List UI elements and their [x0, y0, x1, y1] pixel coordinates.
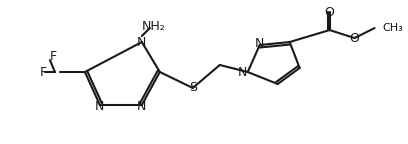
Text: N: N: [255, 37, 264, 50]
Text: F: F: [49, 50, 56, 62]
Text: N: N: [95, 101, 104, 113]
Text: F: F: [40, 66, 47, 78]
Text: N: N: [238, 66, 247, 78]
Text: O: O: [325, 6, 335, 19]
Text: S: S: [189, 82, 197, 94]
Text: N: N: [137, 101, 146, 113]
Text: NH₂: NH₂: [142, 20, 166, 33]
Text: CH₃: CH₃: [383, 23, 403, 33]
Text: O: O: [350, 32, 359, 44]
Text: N: N: [137, 36, 146, 49]
